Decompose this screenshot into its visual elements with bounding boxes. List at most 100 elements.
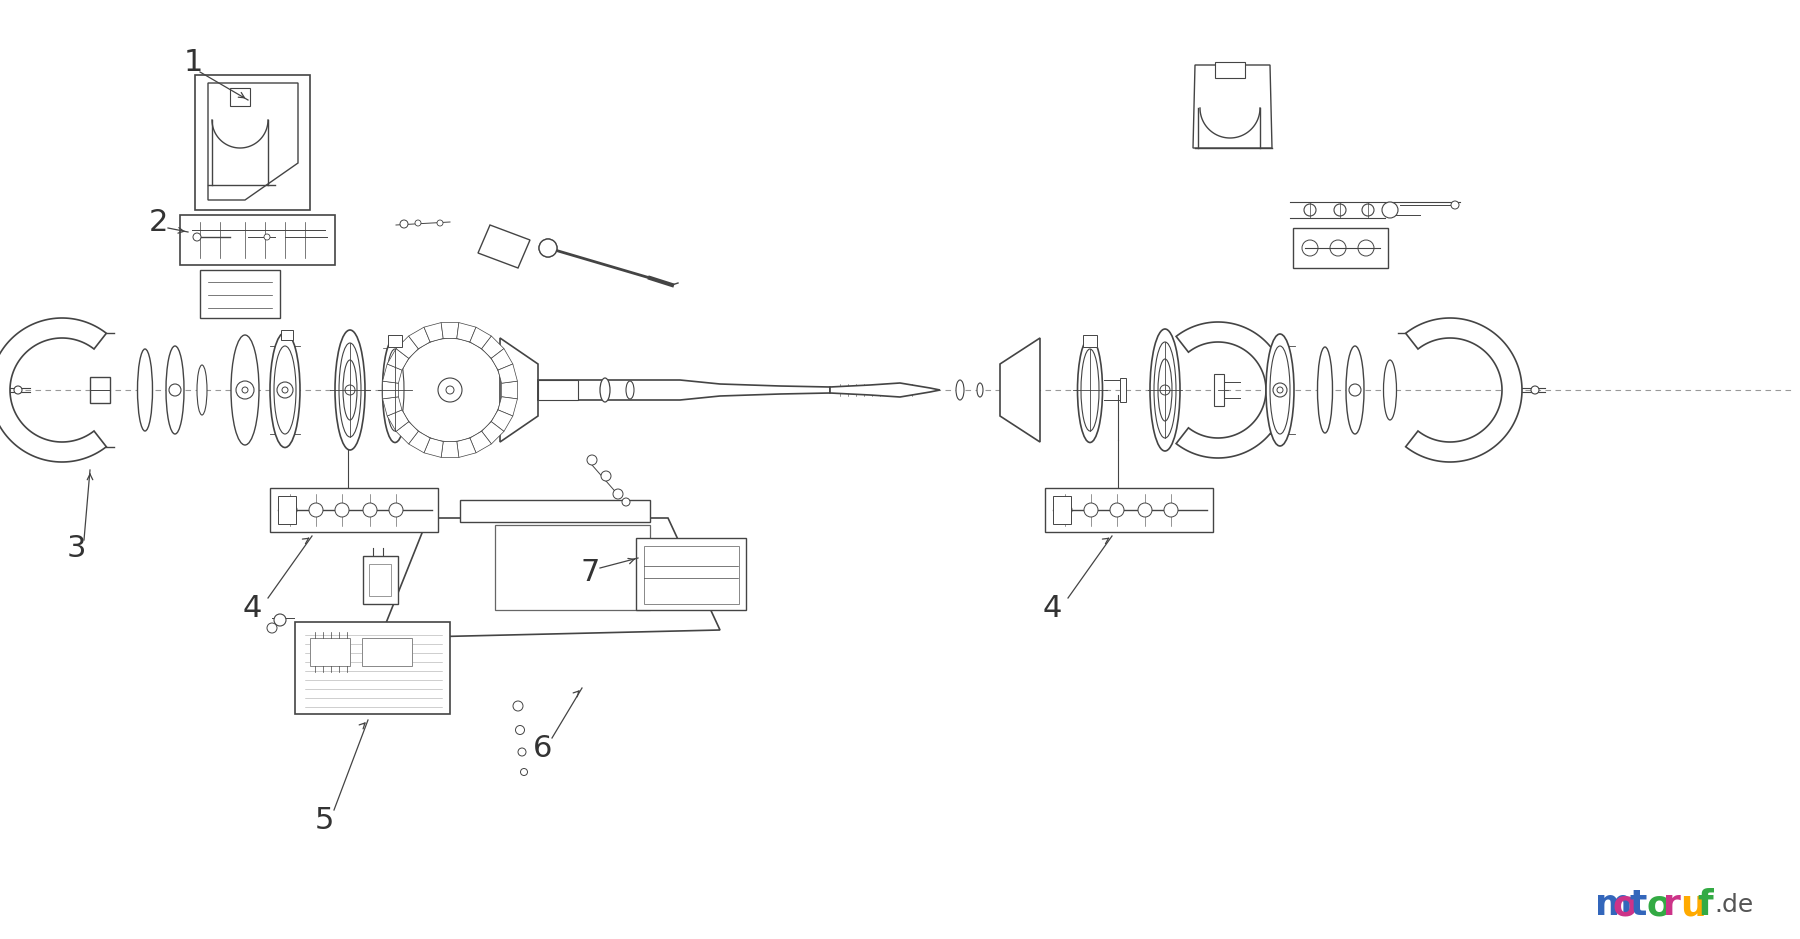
Circle shape	[1159, 385, 1170, 395]
Ellipse shape	[338, 343, 362, 437]
Circle shape	[169, 384, 182, 396]
Polygon shape	[396, 422, 418, 444]
Ellipse shape	[1346, 346, 1364, 434]
Ellipse shape	[1318, 347, 1332, 433]
Circle shape	[587, 455, 598, 465]
Polygon shape	[383, 364, 401, 383]
Ellipse shape	[270, 332, 301, 448]
Bar	[90, 377, 110, 403]
Bar	[1053, 496, 1071, 524]
Polygon shape	[209, 83, 299, 200]
Polygon shape	[380, 518, 720, 638]
Bar	[644, 546, 740, 604]
Circle shape	[614, 489, 623, 499]
Bar	[1292, 228, 1388, 268]
Ellipse shape	[1301, 240, 1318, 256]
Ellipse shape	[137, 349, 153, 431]
Text: o: o	[1645, 888, 1670, 922]
Bar	[1213, 374, 1224, 406]
Polygon shape	[0, 318, 106, 462]
Bar	[281, 330, 293, 340]
Polygon shape	[830, 383, 940, 397]
Text: 4: 4	[243, 593, 261, 623]
Polygon shape	[1406, 318, 1523, 462]
Bar	[310, 638, 349, 666]
Bar	[1046, 488, 1213, 532]
Circle shape	[241, 387, 248, 393]
Circle shape	[274, 614, 286, 626]
Circle shape	[283, 503, 297, 517]
Text: 5: 5	[315, 806, 333, 835]
Ellipse shape	[1382, 202, 1399, 218]
Bar	[364, 556, 398, 604]
Text: m: m	[1595, 888, 1633, 922]
Ellipse shape	[1154, 342, 1175, 438]
Text: t: t	[1629, 888, 1647, 922]
Polygon shape	[387, 410, 409, 431]
Bar	[461, 500, 650, 522]
Circle shape	[623, 498, 630, 506]
Ellipse shape	[538, 239, 556, 257]
Polygon shape	[499, 364, 517, 383]
Ellipse shape	[1078, 337, 1102, 442]
Ellipse shape	[344, 360, 356, 420]
Circle shape	[518, 748, 526, 756]
Circle shape	[1058, 503, 1073, 517]
Circle shape	[1084, 503, 1098, 517]
Circle shape	[14, 386, 22, 394]
Polygon shape	[479, 225, 529, 268]
Polygon shape	[409, 327, 430, 348]
Ellipse shape	[977, 383, 983, 397]
Ellipse shape	[230, 335, 259, 445]
Text: o: o	[1613, 888, 1636, 922]
Polygon shape	[499, 397, 517, 416]
Text: 3: 3	[67, 533, 86, 562]
Polygon shape	[425, 438, 443, 457]
Bar	[635, 538, 745, 610]
Circle shape	[1138, 503, 1152, 517]
Text: 1: 1	[184, 48, 203, 76]
Ellipse shape	[1150, 329, 1181, 451]
Circle shape	[265, 234, 270, 240]
Bar	[1215, 62, 1246, 78]
Polygon shape	[383, 397, 401, 416]
Circle shape	[601, 471, 610, 481]
Polygon shape	[383, 381, 398, 399]
Polygon shape	[1001, 338, 1040, 442]
Ellipse shape	[1384, 360, 1397, 420]
Circle shape	[1532, 386, 1539, 394]
Text: 6: 6	[533, 733, 553, 762]
Polygon shape	[470, 327, 491, 348]
Polygon shape	[441, 323, 459, 338]
Bar	[1120, 378, 1127, 402]
Ellipse shape	[166, 346, 184, 434]
Circle shape	[437, 220, 443, 226]
Circle shape	[1111, 503, 1123, 517]
Polygon shape	[538, 380, 830, 400]
Circle shape	[400, 220, 409, 228]
Ellipse shape	[1330, 240, 1346, 256]
Polygon shape	[409, 431, 430, 453]
Circle shape	[1348, 384, 1361, 396]
Bar	[495, 525, 650, 610]
Polygon shape	[482, 422, 504, 444]
Bar	[194, 75, 310, 210]
Ellipse shape	[1265, 334, 1294, 446]
Bar	[180, 215, 335, 265]
Ellipse shape	[626, 381, 634, 399]
Circle shape	[437, 378, 463, 402]
Bar	[362, 638, 412, 666]
Text: u: u	[1679, 888, 1706, 922]
Circle shape	[283, 387, 288, 393]
Text: 2: 2	[148, 208, 167, 237]
Bar	[389, 335, 401, 347]
Text: .de: .de	[1714, 893, 1753, 917]
Circle shape	[1363, 204, 1373, 216]
Bar	[369, 564, 391, 596]
Polygon shape	[491, 348, 513, 370]
Circle shape	[1273, 383, 1287, 397]
Ellipse shape	[274, 346, 295, 434]
Polygon shape	[500, 338, 538, 442]
Bar	[270, 488, 437, 532]
Circle shape	[446, 386, 454, 394]
